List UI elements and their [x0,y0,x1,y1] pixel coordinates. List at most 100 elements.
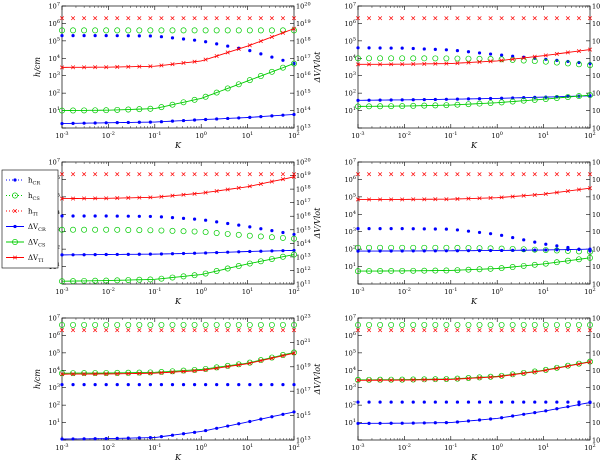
data-point [191,366,198,373]
data-point [433,172,438,177]
legend-label: ΔVTI [28,254,43,264]
data-point [203,328,208,333]
x-axis-label: K [174,453,182,462]
data-point [92,277,99,284]
data-point [389,172,394,177]
data-point [488,375,493,380]
data-point [92,370,99,377]
legend-marker [12,208,18,214]
x-axis-label: K [174,141,182,150]
data-point [542,321,549,328]
data-point [564,60,571,67]
data-point [103,277,110,284]
data-point [137,328,142,333]
data-point [366,268,372,275]
data-point [455,228,460,232]
series-line [357,49,591,65]
y2-tick-label: 1023 [592,331,600,340]
data-point [411,197,416,202]
x-tick-label: 101 [538,443,549,452]
data-point [237,422,241,426]
data-point [158,27,165,34]
data-point [258,358,263,363]
data-point [280,177,285,182]
data-point [115,16,120,21]
data-point [400,172,405,177]
y-tick-label: 106 [345,331,356,340]
data-point [246,77,253,84]
data-point [421,267,428,274]
data-point [191,96,198,103]
data-point [236,362,241,368]
x-tick-label: 10-2 [398,443,411,452]
y2-tick-label: 1020 [296,158,311,167]
data-point [487,321,494,328]
data-point [236,328,241,333]
data-point [554,328,559,333]
data-point [533,400,537,404]
data-point [280,321,286,328]
y2-axis-label: ΔV/Vlot [313,51,322,83]
data-point [137,172,142,177]
data-point [378,197,383,202]
data-point [281,249,285,253]
data-point [477,328,482,333]
data-point [170,62,175,67]
data-point [466,50,471,54]
data-point [378,227,382,231]
data-point [291,328,297,333]
x-tick-label: 102 [584,287,595,296]
y2-tick-label: 1014 [296,106,311,115]
data-point [455,16,460,21]
data-point [356,46,360,50]
data-point [92,321,99,328]
data-point [291,60,297,67]
data-point [257,233,264,240]
data-point [543,172,548,177]
data-point [103,370,110,376]
data-point [500,233,504,237]
data-point [477,196,482,201]
data-point [532,328,537,333]
data-point [225,328,230,333]
series-hTI [59,16,297,21]
y-tick-label: 104 [345,366,356,375]
data-point [115,371,120,376]
data-point [399,267,406,274]
data-point [270,229,274,233]
data-point [104,16,109,21]
data-point [291,26,297,31]
data-point [104,65,109,70]
data-point [248,419,252,424]
data-point [246,321,253,328]
data-point [257,258,264,265]
x-tick-label: 10-1 [148,131,161,140]
data-point [59,27,65,34]
data-point [81,277,88,284]
data-point [542,58,549,65]
x-tick-label: 10-3 [55,287,68,296]
data-point [520,246,527,253]
legend-label: ΔVCR [28,223,46,233]
data-point [466,229,471,233]
series-ΔVCS [59,251,297,285]
series-line [357,361,591,381]
data-point [577,60,581,65]
data-point [588,94,592,98]
data-point [247,361,252,366]
data-point [81,107,88,114]
plot-frame [357,161,591,285]
data-point [192,368,197,373]
y2-tick-label: 1013 [592,418,600,427]
data-point [367,197,372,202]
x-tick-label: 10-1 [444,287,457,296]
data-point [148,252,152,256]
data-point [466,172,471,177]
legend-label: hCR [28,177,40,187]
data-point [566,400,570,404]
data-point [269,172,274,177]
series-line [61,28,295,68]
data-point [400,46,404,50]
data-point [259,417,263,421]
data-point [181,172,186,177]
